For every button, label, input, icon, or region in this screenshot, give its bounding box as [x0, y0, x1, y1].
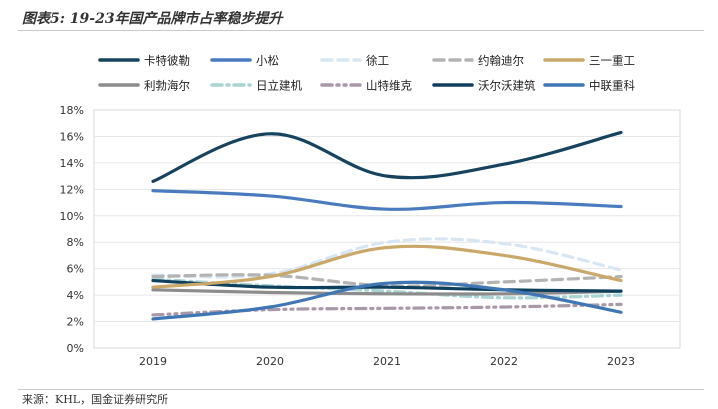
legend-label: 约翰迪尔 — [478, 54, 524, 68]
series-line — [151, 302, 623, 317]
series-line — [151, 288, 623, 296]
chart-title: 图表5: 19-23年国产品牌市占率稳步提升 — [22, 11, 283, 27]
legend-item: 利勃海尔 — [98, 79, 190, 93]
legend-label: 徐工 — [366, 54, 389, 68]
y-tick-label: 2% — [67, 316, 84, 329]
plot-area — [93, 109, 681, 349]
y-tick-label: 16% — [60, 130, 84, 143]
series-lines — [151, 130, 623, 321]
x-tick-label: 2022 — [490, 355, 518, 368]
footer-divider — [18, 389, 704, 390]
y-tick-label: 18% — [60, 104, 84, 117]
series-line — [151, 189, 623, 211]
x-axis: 2019 2020 2021 2022 2023 — [139, 355, 635, 368]
legend-label: 中联重科 — [589, 79, 635, 93]
y-tick-label: 4% — [67, 289, 84, 302]
legend-item: 中联重科 — [543, 79, 635, 93]
y-tick-label: 10% — [60, 210, 84, 223]
legend-item: 三一重工 — [543, 54, 635, 68]
legend-label: 利勃海尔 — [144, 79, 190, 93]
x-tick-label: 2021 — [373, 355, 401, 368]
series-line — [151, 278, 623, 293]
y-tick-label: 6% — [67, 263, 84, 276]
plot-border — [93, 109, 681, 349]
y-tick-label: 14% — [60, 157, 84, 170]
legend-label: 卡特彼勒 — [144, 54, 190, 68]
y-axis: 0% 2% 4% 6% 8% 10% 12% 14% 16% 18% — [60, 104, 84, 355]
y-tick-label: 8% — [67, 236, 84, 249]
series-line — [151, 130, 623, 183]
legend-label: 沃尔沃建筑 — [478, 79, 536, 93]
legend-item: 徐工 — [320, 54, 389, 68]
source-note: 来源：KHL，国金证券研究所 — [22, 393, 169, 406]
legend-item: 日立建机 — [210, 79, 302, 93]
x-tick-label: 2023 — [607, 355, 635, 368]
y-tick-label: 0% — [67, 342, 84, 355]
series-line — [151, 237, 623, 279]
legend-item: 卡特彼勒 — [98, 54, 190, 68]
legend-item: 约翰迪尔 — [432, 54, 524, 68]
legend-item: 小松 — [210, 54, 279, 68]
title-divider — [18, 30, 704, 31]
x-tick-label: 2019 — [139, 355, 167, 368]
y-tick-label: 12% — [60, 183, 84, 196]
legend-item: 沃尔沃建筑 — [432, 79, 536, 93]
series-line — [151, 280, 623, 321]
legend-label: 山特维克 — [366, 79, 412, 93]
legend-label: 日立建机 — [256, 79, 302, 93]
series-line — [151, 244, 623, 289]
legend-item: 山特维克 — [320, 79, 412, 93]
x-tick-label: 2020 — [256, 355, 284, 368]
legend-label: 小松 — [256, 54, 279, 68]
legend-label: 三一重工 — [589, 54, 635, 68]
